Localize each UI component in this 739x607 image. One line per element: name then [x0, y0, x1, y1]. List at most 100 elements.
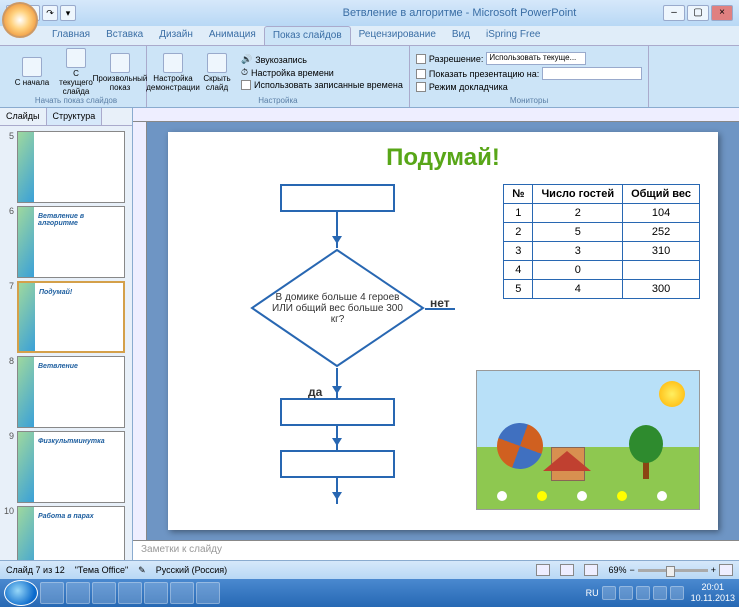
- tab-ispring[interactable]: iSpring Free: [478, 26, 548, 45]
- minimize-button[interactable]: –: [663, 5, 685, 21]
- use-timings-checkbox[interactable]: Использовать записанные времена: [241, 80, 403, 90]
- presenter-view-label: Режим докладчика: [429, 82, 508, 92]
- ribbon-group-start: С начала С текущего слайда Произвольный …: [6, 46, 147, 107]
- taskbar-app-icon[interactable]: [40, 582, 64, 604]
- checkbox-icon[interactable]: [416, 82, 426, 92]
- table-cell: 2: [504, 223, 533, 242]
- checkbox-icon: [241, 80, 251, 90]
- rehearse-timing-row[interactable]: ⏱Настройка времени: [241, 67, 403, 78]
- slide-thumbnail[interactable]: 10Работа в парах: [2, 506, 130, 560]
- flowchart-arrow: [336, 478, 338, 504]
- tray-icon[interactable]: [636, 586, 650, 600]
- zoom-control: 69% − +: [608, 564, 733, 576]
- thumb-number: 9: [2, 431, 14, 503]
- tab-slideshow[interactable]: Показ слайдов: [264, 26, 351, 45]
- tab-design[interactable]: Дизайн: [151, 26, 201, 45]
- thumb-number: 5: [2, 131, 14, 203]
- slide: Подумай! В домике больше 4 героев ИЛИ об…: [168, 132, 718, 530]
- thumb-preview: Физкультминутка: [17, 431, 125, 503]
- hide-slide-button[interactable]: Скрыть слайд: [197, 48, 237, 96]
- slides-panel: Слайды Структура 56Ветвление в алгоритме…: [0, 108, 133, 560]
- group-label: Начать показ слайдов: [12, 96, 140, 105]
- table-cell: 4: [533, 280, 623, 299]
- zoom-out-button[interactable]: −: [629, 565, 634, 575]
- taskbar-app-icon[interactable]: [196, 582, 220, 604]
- tab-home[interactable]: Главная: [44, 26, 98, 45]
- window-title: Ветвление в алгоритме - Microsoft PowerP…: [256, 7, 663, 19]
- group-label: Мониторы: [416, 96, 642, 105]
- office-button[interactable]: [2, 2, 38, 38]
- taskbar-app-icon[interactable]: [118, 582, 142, 604]
- flowchart-arrow: [336, 212, 338, 248]
- table-row: 25252: [504, 223, 700, 242]
- setup-icon: [163, 53, 183, 73]
- slide-thumbnail[interactable]: 5: [2, 131, 130, 203]
- play-current-icon: [66, 48, 86, 68]
- from-beginning-button[interactable]: С начала: [12, 48, 52, 96]
- maximize-button[interactable]: ▢: [687, 5, 709, 21]
- table-cell: 300: [623, 280, 700, 299]
- from-current-button[interactable]: С текущего слайда: [56, 48, 96, 96]
- tray-icon[interactable]: [619, 586, 633, 600]
- normal-view-button[interactable]: [536, 564, 550, 576]
- hide-icon: [207, 53, 227, 73]
- custom-show-button[interactable]: Произвольный показ: [100, 48, 140, 96]
- record-narration-row[interactable]: 🔊Звукозапись: [241, 54, 403, 65]
- tray-icon[interactable]: [602, 586, 616, 600]
- ribbon-tabs: Главная Вставка Дизайн Анимация Показ сл…: [0, 26, 739, 46]
- zoom-in-button[interactable]: +: [711, 565, 716, 575]
- custom-show-icon: [110, 53, 130, 73]
- panel-tabs: Слайды Структура: [0, 108, 132, 126]
- close-button[interactable]: ×: [711, 5, 733, 21]
- table-cell: 310: [623, 242, 700, 261]
- zoom-slider[interactable]: [638, 569, 708, 572]
- table-header: №: [504, 185, 533, 204]
- table-cell: 104: [623, 204, 700, 223]
- slide-thumbnail[interactable]: 8Ветвление: [2, 356, 130, 428]
- resolution-label: Разрешение:: [429, 54, 483, 64]
- tray-icon[interactable]: [653, 586, 667, 600]
- flowchart-start-box: [280, 184, 395, 212]
- ribbon-group-setup: Настройка демонстрации Скрыть слайд 🔊Зву…: [147, 46, 410, 107]
- illustration-image: [476, 370, 700, 510]
- notes-pane[interactable]: Заметки к слайду: [133, 540, 739, 560]
- taskbar-app-icon[interactable]: [92, 582, 116, 604]
- flower-icon: [657, 491, 667, 501]
- taskbar-app-icon[interactable]: [66, 582, 90, 604]
- flowchart-decision: В домике больше 4 героев ИЛИ общий вес б…: [250, 248, 425, 368]
- thumb-preview: Работа в парах: [17, 506, 125, 560]
- tab-view[interactable]: Вид: [444, 26, 478, 45]
- taskbar-app-icon[interactable]: [170, 582, 194, 604]
- slide-canvas[interactable]: Подумай! В домике больше 4 героев ИЛИ об…: [147, 122, 739, 540]
- flower-icon: [497, 491, 507, 501]
- slide-thumbnail[interactable]: 9Физкультминутка: [2, 431, 130, 503]
- setup-show-button[interactable]: Настройка демонстрации: [153, 48, 193, 96]
- qat-redo-icon[interactable]: ↷: [42, 5, 58, 21]
- slide-thumbnail[interactable]: 7Подумай!: [2, 281, 130, 353]
- slideshow-view-button[interactable]: [584, 564, 598, 576]
- tab-slides[interactable]: Слайды: [0, 108, 47, 125]
- tray-icon[interactable]: [670, 586, 684, 600]
- monitor-dropdown[interactable]: [542, 67, 642, 80]
- sorter-view-button[interactable]: [560, 564, 574, 576]
- language-indicator[interactable]: Русский (Россия): [156, 565, 227, 575]
- tray-lang[interactable]: RU: [586, 588, 599, 598]
- tab-outline[interactable]: Структура: [47, 108, 103, 125]
- tab-animation[interactable]: Анимация: [201, 26, 264, 45]
- fit-button[interactable]: [719, 564, 733, 576]
- tab-review[interactable]: Рецензирование: [351, 26, 444, 45]
- taskbar: RU 20:01 10.11.2013: [0, 579, 739, 607]
- table-row: 33310: [504, 242, 700, 261]
- table-cell: 4: [504, 261, 533, 280]
- checkbox-icon[interactable]: [416, 69, 426, 79]
- flower-icon: [537, 491, 547, 501]
- slide-thumbnail[interactable]: 6Ветвление в алгоритме: [2, 206, 130, 278]
- taskbar-app-icon[interactable]: [144, 582, 168, 604]
- checkbox-icon[interactable]: [416, 54, 426, 64]
- tab-insert[interactable]: Вставка: [98, 26, 151, 45]
- qat-more-icon[interactable]: ▾: [60, 5, 76, 21]
- clock[interactable]: 20:01 10.11.2013: [691, 582, 735, 604]
- workspace: Слайды Структура 56Ветвление в алгоритме…: [0, 108, 739, 560]
- start-button[interactable]: [4, 580, 38, 606]
- resolution-dropdown[interactable]: Использовать текуще...: [486, 52, 586, 65]
